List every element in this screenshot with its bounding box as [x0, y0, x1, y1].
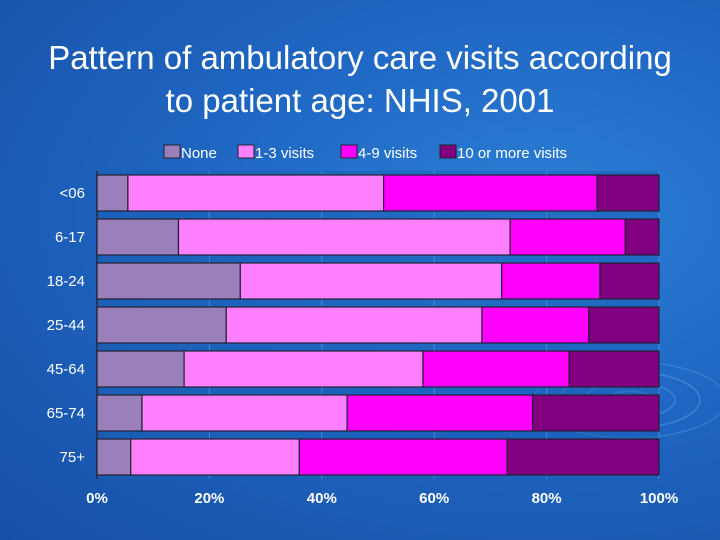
bar-none-75 [96, 438, 132, 476]
bar-none-25-44 [96, 306, 227, 344]
category-label: 65-74 [47, 405, 85, 422]
bar-none-06 [96, 174, 129, 212]
legend-swatch-none [163, 144, 181, 159]
bar-10-or-more-visits-6-17 [624, 218, 660, 256]
bar-10-or-more-visits-65-74 [531, 394, 660, 432]
bar-1-3-visits-25-44 [225, 306, 483, 344]
slide-title: Pattern of ambulatory care visits accord… [48, 39, 672, 119]
category-label: 18-24 [47, 273, 85, 290]
bar-1-3-visits-65-74 [141, 394, 348, 432]
bar-10-or-more-visits-18-24 [599, 262, 660, 300]
bar-10-or-more-visits-25-44 [588, 306, 660, 344]
legend-swatch-10-or-more-visits [439, 144, 457, 159]
legend-label-4-9-visits: 4-9 visits [358, 145, 417, 162]
legend-swatch-1-3-visits [237, 144, 255, 159]
legend-label-1-3-visits: 1-3 visits [255, 145, 314, 162]
bar-1-3-visits-45-64 [183, 350, 424, 388]
bar-4-9-visits-25-44 [481, 306, 590, 344]
bar-4-9-visits-75 [298, 438, 508, 476]
x-tick-label: 20% [194, 490, 224, 507]
bar-10-or-more-visits-45-64 [568, 350, 660, 388]
x-tick-label: 100% [640, 490, 678, 507]
category-label: <06 [60, 185, 85, 202]
x-tick-label: 0% [86, 490, 108, 507]
bar-4-9-visits-06 [383, 174, 598, 212]
bar-none-6-17 [96, 218, 180, 256]
category-label: 6-17 [55, 229, 85, 246]
bar-10-or-more-visits-75 [506, 438, 660, 476]
legend-swatch-4-9-visits [340, 144, 358, 159]
bar-4-9-visits-65-74 [346, 394, 534, 432]
bar-none-65-74 [96, 394, 143, 432]
legend-label-10-or-more-visits: 10 or more visits [457, 145, 567, 162]
bar-4-9-visits-6-17 [509, 218, 626, 256]
x-tick-label: 80% [532, 490, 562, 507]
x-tick-label: 60% [419, 490, 449, 507]
category-label: 75+ [60, 449, 86, 466]
legend-label-none: None [181, 145, 217, 162]
bar-4-9-visits-45-64 [422, 350, 570, 388]
category-label: 25-44 [47, 317, 85, 334]
x-tick-label: 40% [307, 490, 337, 507]
category-label: 45-64 [47, 361, 85, 378]
bar-1-3-visits-06 [127, 174, 385, 212]
bar-1-3-visits-18-24 [239, 262, 503, 300]
bar-4-9-visits-18-24 [501, 262, 601, 300]
bar-none-45-64 [96, 350, 185, 388]
bar-none-18-24 [96, 262, 241, 300]
bar-1-3-visits-75 [130, 438, 300, 476]
bar-10-or-more-visits-06 [596, 174, 660, 212]
bar-1-3-visits-6-17 [177, 218, 511, 256]
